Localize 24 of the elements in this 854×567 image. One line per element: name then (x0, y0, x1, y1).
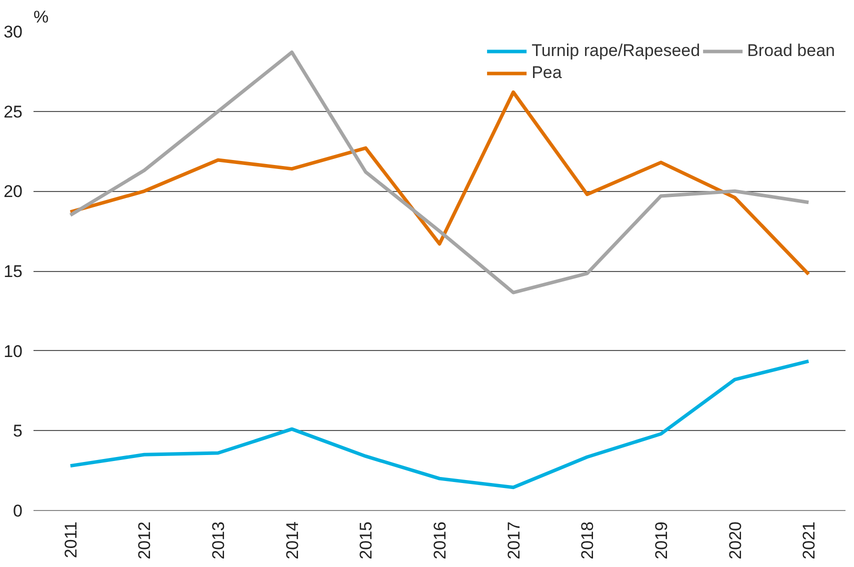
x-tick-label: 2019 (652, 521, 671, 560)
line-series (68, 359, 810, 490)
y-axis-title: % (34, 8, 49, 26)
x-tick-label: 2015 (356, 521, 376, 560)
line-series (68, 90, 810, 276)
x-tick-label: 2014 (282, 521, 302, 560)
y-tick-label: 5 (13, 422, 23, 441)
legend-label: Broad bean (747, 41, 835, 61)
x-tick-label: 2016 (430, 521, 450, 560)
y-tick-label: 20 (4, 182, 23, 202)
x-tick-label: 2018 (578, 521, 598, 560)
y-tick-label: 25 (4, 102, 23, 122)
x-tick-label: 2011 (61, 521, 80, 558)
y-tick-label: 30 (4, 22, 23, 42)
x-tick-label: 2012 (135, 521, 154, 560)
y-tick-label: 15 (4, 262, 23, 281)
x-tick-label: 2017 (504, 521, 524, 560)
y-tick-label: 10 (4, 342, 23, 361)
x-tick-label: 2013 (209, 521, 228, 560)
legend-label: Turnip rape/Rapeseed (532, 41, 700, 61)
legend-label: Pea (532, 63, 562, 83)
x-tick-label: 2020 (726, 521, 745, 560)
x-tick-label: 2021 (800, 521, 819, 560)
y-tick-label: 0 (13, 502, 23, 520)
